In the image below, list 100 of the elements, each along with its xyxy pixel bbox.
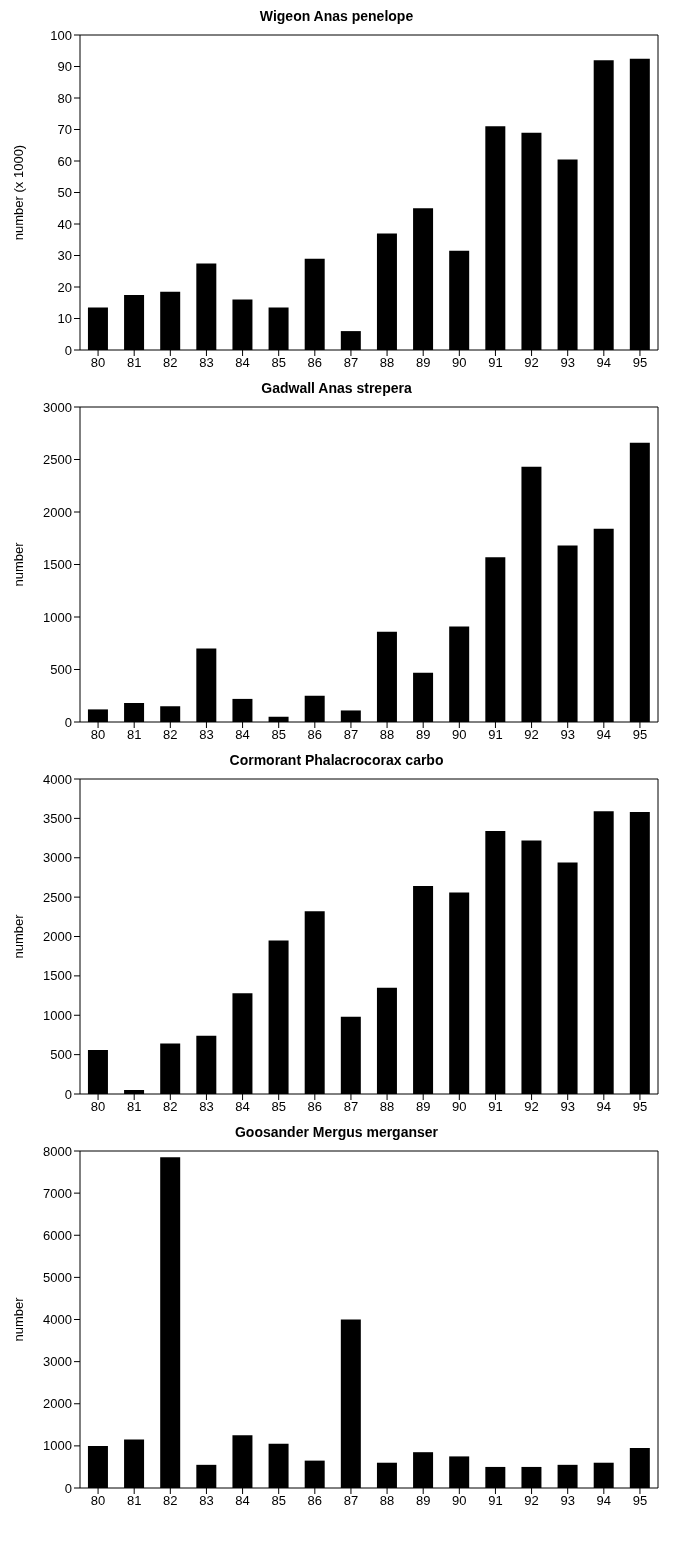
y-axis-title: number (10, 913, 26, 959)
y-tick-label: 10 (57, 311, 72, 327)
x-tick-label: 85 (271, 355, 286, 371)
y-axis-title: number (10, 1296, 26, 1342)
x-tick-label: 95 (632, 1493, 648, 1509)
y-axis-title: number (10, 541, 26, 587)
y-tick-label: 80 (57, 90, 72, 106)
y-tick-label: 30 (57, 248, 72, 264)
x-tick-label: 87 (343, 727, 359, 743)
x-tick-label: 86 (307, 1493, 323, 1509)
y-tick-label: 7000 (43, 1185, 72, 1201)
x-tick-label: 92 (524, 727, 539, 743)
x-tick-label: 92 (524, 1099, 539, 1115)
x-tick-label: 89 (415, 1493, 431, 1509)
x-tick-label: 87 (343, 1099, 359, 1115)
x-tick-label: 81 (126, 355, 142, 371)
x-tick-label: 91 (488, 355, 503, 371)
x-tick-label: 90 (452, 727, 467, 743)
y-tick-label: 100 (50, 27, 72, 43)
y-tick-label: 4000 (43, 1312, 72, 1328)
y-tick-label: 5000 (43, 1269, 72, 1285)
y-tick-label: 0 (64, 1480, 72, 1496)
y-tick-label: 70 (57, 122, 72, 138)
x-tick-label: 80 (90, 727, 106, 743)
x-tick-label: 90 (452, 1493, 467, 1509)
y-tick-label: 2500 (43, 889, 72, 905)
x-tick-label: 83 (199, 727, 214, 743)
y-tick-label: 1000 (43, 609, 72, 625)
x-tick-label: 80 (90, 1099, 106, 1115)
x-tick-label: 80 (90, 355, 106, 371)
y-tick-label: 4000 (43, 771, 72, 787)
y-tick-label: 2000 (43, 929, 72, 945)
y-tick-label: 500 (50, 1047, 72, 1063)
y-tick-label: 1500 (43, 557, 72, 573)
x-tick-label: 86 (307, 1099, 323, 1115)
y-tick-label: 2000 (43, 1396, 72, 1412)
x-tick-label: 93 (560, 1099, 575, 1115)
y-tick-label: 20 (57, 279, 72, 295)
y-tick-label: 1000 (43, 1438, 72, 1454)
x-tick-label: 93 (560, 727, 575, 743)
x-tick-label: 95 (632, 727, 648, 743)
x-tick-label: 88 (379, 727, 395, 743)
x-tick-label: 85 (271, 1493, 286, 1509)
x-tick-label: 89 (415, 355, 431, 371)
x-tick-label: 92 (524, 1493, 539, 1509)
x-tick-label: 81 (126, 727, 142, 743)
y-tick-label: 40 (57, 216, 72, 232)
y-axis-title: number (x 1000) (10, 144, 26, 241)
x-tick-label: 87 (343, 355, 359, 371)
x-tick-label: 95 (632, 1099, 648, 1115)
y-tick-label: 1000 (43, 1007, 72, 1023)
x-tick-label: 88 (379, 1493, 395, 1509)
x-tick-label: 84 (235, 727, 250, 743)
x-tick-label: 93 (560, 355, 575, 371)
chart-title: Wigeon Anas penelope (258, 8, 415, 24)
x-tick-label: 83 (199, 1099, 214, 1115)
x-tick-label: 88 (379, 355, 395, 371)
x-tick-label: 92 (524, 355, 539, 371)
chart-title: Gadwall Anas strepera (260, 380, 413, 396)
x-tick-label: 94 (596, 1099, 612, 1115)
y-tick-label: 6000 (43, 1227, 72, 1243)
x-tick-label: 94 (596, 1493, 612, 1509)
x-tick-label: 89 (415, 727, 431, 743)
x-tick-label: 90 (452, 355, 467, 371)
x-tick-label: 89 (415, 1099, 431, 1115)
x-tick-label: 87 (343, 1493, 359, 1509)
x-tick-label: 90 (452, 1099, 467, 1115)
x-tick-label: 91 (488, 1493, 503, 1509)
x-tick-label: 84 (235, 1493, 250, 1509)
y-tick-label: 50 (57, 185, 72, 201)
y-tick-label: 0 (64, 714, 72, 730)
x-tick-label: 94 (596, 355, 612, 371)
x-tick-label: 81 (126, 1493, 142, 1509)
x-tick-label: 84 (235, 1099, 250, 1115)
chart-title: Goosander Mergus merganser (233, 1124, 440, 1140)
x-tick-label: 85 (271, 1099, 286, 1115)
x-tick-label: 82 (163, 1099, 178, 1115)
x-tick-label: 81 (126, 1099, 142, 1115)
x-tick-label: 86 (307, 355, 323, 371)
x-tick-label: 85 (271, 727, 286, 743)
x-tick-label: 80 (90, 1493, 106, 1509)
x-tick-label: 86 (307, 727, 323, 743)
y-tick-label: 3500 (43, 810, 72, 826)
x-tick-label: 91 (488, 727, 503, 743)
y-tick-label: 8000 (43, 1143, 72, 1159)
y-tick-label: 60 (57, 153, 72, 169)
y-tick-label: 3000 (43, 1354, 72, 1370)
chart-title: Cormorant Phalacrocorax carbo (228, 752, 445, 768)
x-tick-label: 94 (596, 727, 612, 743)
y-tick-label: 2500 (43, 452, 72, 468)
x-tick-label: 84 (235, 355, 250, 371)
x-tick-label: 82 (163, 355, 178, 371)
y-tick-label: 0 (64, 1086, 72, 1102)
y-tick-label: 90 (57, 59, 72, 75)
y-tick-label: 500 (50, 662, 72, 678)
y-tick-label: 2000 (43, 504, 72, 520)
x-tick-label: 93 (560, 1493, 575, 1509)
x-tick-label: 91 (488, 1099, 503, 1115)
x-tick-label: 82 (163, 727, 178, 743)
y-tick-label: 3000 (43, 850, 72, 866)
